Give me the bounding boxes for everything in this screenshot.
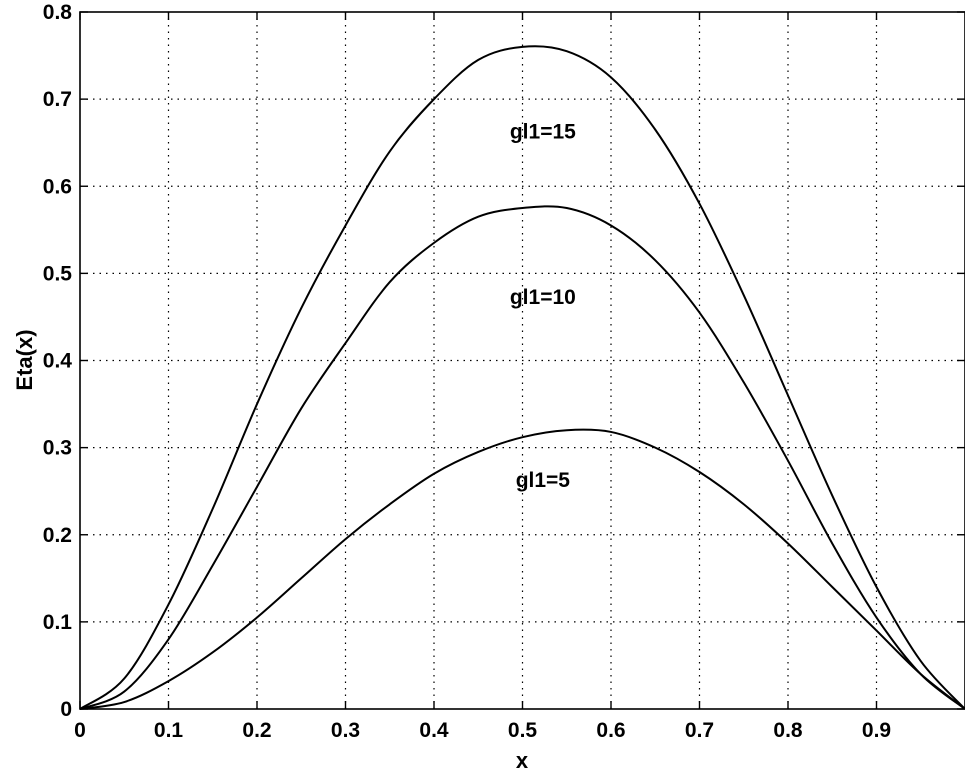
x-tick-label: 0.9 xyxy=(862,719,891,742)
y-tick-label: 0.2 xyxy=(43,524,72,547)
x-tick-label: 0.7 xyxy=(685,719,714,742)
x-tick-label: 0.1 xyxy=(154,719,184,742)
y-tick-label: 0.3 xyxy=(43,437,72,460)
curve-label-1: gl1=15 xyxy=(510,120,576,143)
curve-label-2: gl1=10 xyxy=(510,286,576,309)
series-line-2 xyxy=(79,205,965,710)
grid-lines xyxy=(80,12,965,709)
x-tick-labels: 0 0.1 0.2 0.3 0.4 0.5 0.6 0.7 0.8 0.9 xyxy=(74,719,891,742)
y-tick-label: 0.8 xyxy=(43,1,73,24)
y-tick-label: 0.4 xyxy=(43,350,73,373)
axis-ticks xyxy=(79,11,965,710)
x-tick-label: 0 xyxy=(74,719,86,742)
y-tick-label: 0.5 xyxy=(43,262,73,285)
x-axis-label: x xyxy=(516,748,529,772)
curve-label-3: gl1=5 xyxy=(516,469,571,492)
y-axis-label: Eta(x) xyxy=(12,329,37,390)
x-tick-label: 0.2 xyxy=(242,719,271,742)
y-tick-label: 0.7 xyxy=(43,88,72,111)
curve-annotations: gl1=15 gl1=10 gl1=5 xyxy=(510,120,576,492)
x-tick-label: 0.4 xyxy=(419,719,449,742)
y-tick-label: 0.6 xyxy=(43,175,72,198)
series-lines xyxy=(79,45,965,710)
y-tick-label: 0.1 xyxy=(43,611,73,634)
x-tick-label: 0.6 xyxy=(596,719,625,742)
x-tick-label: 0.8 xyxy=(773,719,803,742)
x-tick-label: 0.5 xyxy=(508,719,538,742)
x-tick-label: 0.3 xyxy=(331,719,360,742)
series-line-1 xyxy=(79,45,965,710)
series-line-3 xyxy=(79,428,965,710)
y-tick-labels: 0 0.1 0.2 0.3 0.4 0.5 0.6 0.7 0.8 xyxy=(43,1,73,721)
y-tick-label: 0 xyxy=(60,698,72,721)
